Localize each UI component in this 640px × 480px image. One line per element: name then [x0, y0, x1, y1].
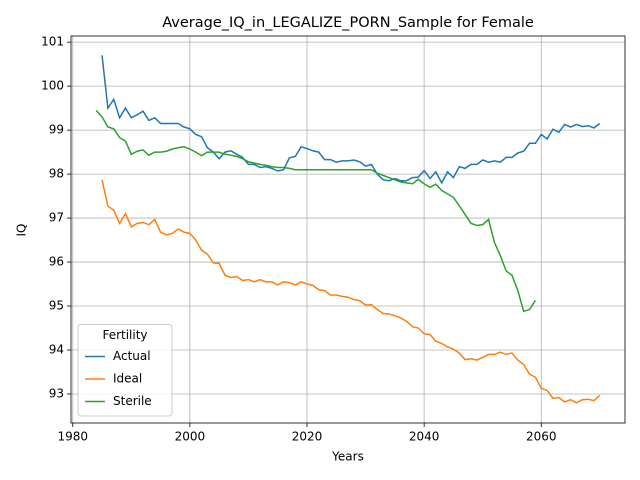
- x-tick-label: 2000: [175, 430, 206, 444]
- legend-label: Sterile: [113, 394, 152, 408]
- y-tick-label: 93: [49, 386, 64, 400]
- y-tick-label: 94: [49, 342, 64, 356]
- legend: Fertility Actual Ideal Sterile: [77, 324, 173, 417]
- legend-box: [77, 324, 173, 417]
- x-axis-label: Years: [331, 450, 364, 464]
- x-tick-label: 2020: [292, 430, 323, 444]
- x-tick-label: 1980: [57, 430, 88, 444]
- x-tick-label: 2060: [526, 430, 557, 444]
- legend-label: Actual: [113, 349, 151, 363]
- plot-frame: [70, 35, 626, 424]
- y-tick-label: 95: [49, 299, 64, 313]
- y-tick-label: 96: [49, 255, 64, 269]
- legend-label: Ideal: [113, 372, 142, 386]
- line-series: [101, 55, 601, 185]
- y-tick-label: 99: [49, 123, 64, 137]
- chart-title: Average_IQ_in_LEGALIZE_PORN_Sample for F…: [162, 15, 534, 31]
- y-tick-label: 98: [49, 167, 64, 181]
- y-tick-label: 101: [41, 35, 64, 49]
- y-tick-label: 100: [41, 79, 64, 93]
- y-axis-label: IQ: [15, 224, 29, 237]
- legend-title: Fertility: [102, 328, 147, 342]
- line-series: [95, 109, 537, 313]
- y-tick-label: 97: [49, 211, 64, 225]
- x-tick-label: 2040: [409, 430, 440, 444]
- line-series: [101, 179, 601, 404]
